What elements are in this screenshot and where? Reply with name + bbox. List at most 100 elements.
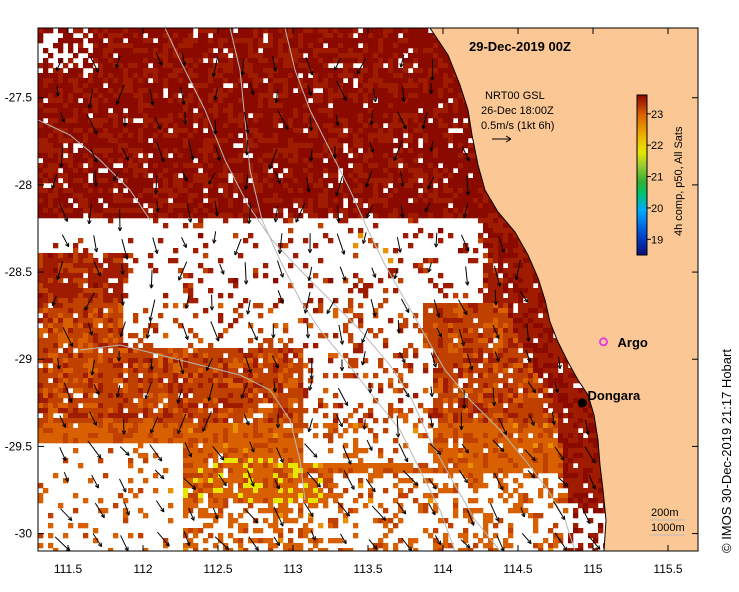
sst-cell xyxy=(168,113,174,119)
sst-cell xyxy=(213,168,219,174)
sst-cell xyxy=(518,323,524,329)
sst-cell xyxy=(108,58,114,64)
sst-cell xyxy=(398,213,404,219)
sst-cell xyxy=(393,188,399,194)
sst-cell xyxy=(523,253,529,259)
sst-cell xyxy=(393,93,399,99)
sst-cell xyxy=(498,223,504,229)
sst-cell xyxy=(358,178,364,184)
sst-cell xyxy=(498,288,504,294)
sst-cell xyxy=(108,193,114,199)
sst-cell xyxy=(38,393,44,399)
sst-cell xyxy=(298,178,304,184)
sst-cell xyxy=(273,133,279,139)
sst-cell xyxy=(298,188,304,194)
sst-cell xyxy=(278,43,284,49)
sst-cell xyxy=(328,113,334,119)
sst-cell xyxy=(58,43,64,49)
sst-cell xyxy=(193,388,199,394)
sst-cell xyxy=(68,303,74,309)
sst-cell xyxy=(143,398,149,404)
sst-cell xyxy=(188,368,194,374)
sst-cell xyxy=(53,258,59,264)
sst-cell xyxy=(163,383,169,389)
sst-cell xyxy=(368,58,374,64)
sst-cell xyxy=(223,203,229,209)
sst-cell xyxy=(358,123,364,129)
sst-cell xyxy=(68,168,74,174)
sst-cell xyxy=(343,103,349,109)
sst-cell xyxy=(458,123,464,129)
sst-cell xyxy=(323,53,329,59)
sst-cell xyxy=(408,208,414,214)
sst-cell xyxy=(103,88,109,94)
sst-cell xyxy=(338,83,344,89)
sst-cell xyxy=(133,88,139,94)
sst-cell xyxy=(53,73,59,79)
sst-cell xyxy=(278,128,284,134)
sst-cell xyxy=(373,33,379,39)
sst-cell xyxy=(373,193,379,199)
sst-cell xyxy=(48,118,54,124)
sst-cell xyxy=(123,203,129,209)
sst-cell xyxy=(138,198,144,204)
sst-cell xyxy=(78,93,84,99)
sst-cell xyxy=(538,368,544,374)
sst-cell xyxy=(53,68,59,74)
sst-cell xyxy=(403,173,409,179)
sst-cell xyxy=(388,63,394,69)
sst-cell xyxy=(483,293,489,299)
sst-cell xyxy=(188,153,194,159)
sst-cell xyxy=(103,198,109,204)
sst-cell xyxy=(123,168,129,174)
sst-cell xyxy=(268,203,274,209)
sst-cell xyxy=(278,168,284,174)
sst-cell xyxy=(133,368,139,374)
sst-cell xyxy=(118,28,124,34)
sst-cell xyxy=(218,193,224,199)
sst-cell xyxy=(328,88,334,94)
sst-cell xyxy=(83,368,89,374)
sst-cell xyxy=(413,138,419,144)
sst-cell xyxy=(353,148,359,154)
sst-cell xyxy=(73,248,79,254)
sst-cell xyxy=(413,103,419,109)
sst-cell xyxy=(103,353,109,359)
sst-cell xyxy=(373,183,379,189)
sst-cell xyxy=(58,333,64,339)
sst-cell xyxy=(478,183,484,189)
sst-cell xyxy=(183,188,189,194)
sst-cell xyxy=(173,158,179,164)
sst-cell xyxy=(223,398,229,404)
sst-cell xyxy=(58,273,64,279)
sst-cell xyxy=(158,68,164,74)
sst-cell xyxy=(158,188,164,194)
sst-cell xyxy=(173,258,179,264)
sst-cell xyxy=(153,173,159,179)
sst-cell xyxy=(138,133,144,139)
sst-cell xyxy=(338,98,344,104)
sst-cell xyxy=(348,308,354,314)
sst-cell xyxy=(358,103,364,109)
sst-cell xyxy=(343,133,349,139)
sst-cell xyxy=(108,98,114,104)
sst-cell xyxy=(283,78,289,84)
sst-cell xyxy=(428,318,434,324)
sst-cell xyxy=(463,193,469,199)
sst-cell xyxy=(408,218,414,224)
sst-cell xyxy=(148,48,154,54)
sst-cell xyxy=(148,28,154,34)
sst-cell xyxy=(418,213,424,219)
sst-cell xyxy=(218,143,224,149)
sst-cell xyxy=(353,103,359,109)
sst-cell xyxy=(463,168,469,174)
sst-cell xyxy=(153,78,159,84)
sst-cell xyxy=(393,38,399,44)
sst-cell xyxy=(138,188,144,194)
sst-cell xyxy=(243,163,249,169)
sst-cell xyxy=(438,193,444,199)
sst-cell xyxy=(43,298,49,304)
sst-cell xyxy=(43,63,49,69)
sst-cell xyxy=(208,198,214,204)
sst-cell xyxy=(508,263,514,269)
